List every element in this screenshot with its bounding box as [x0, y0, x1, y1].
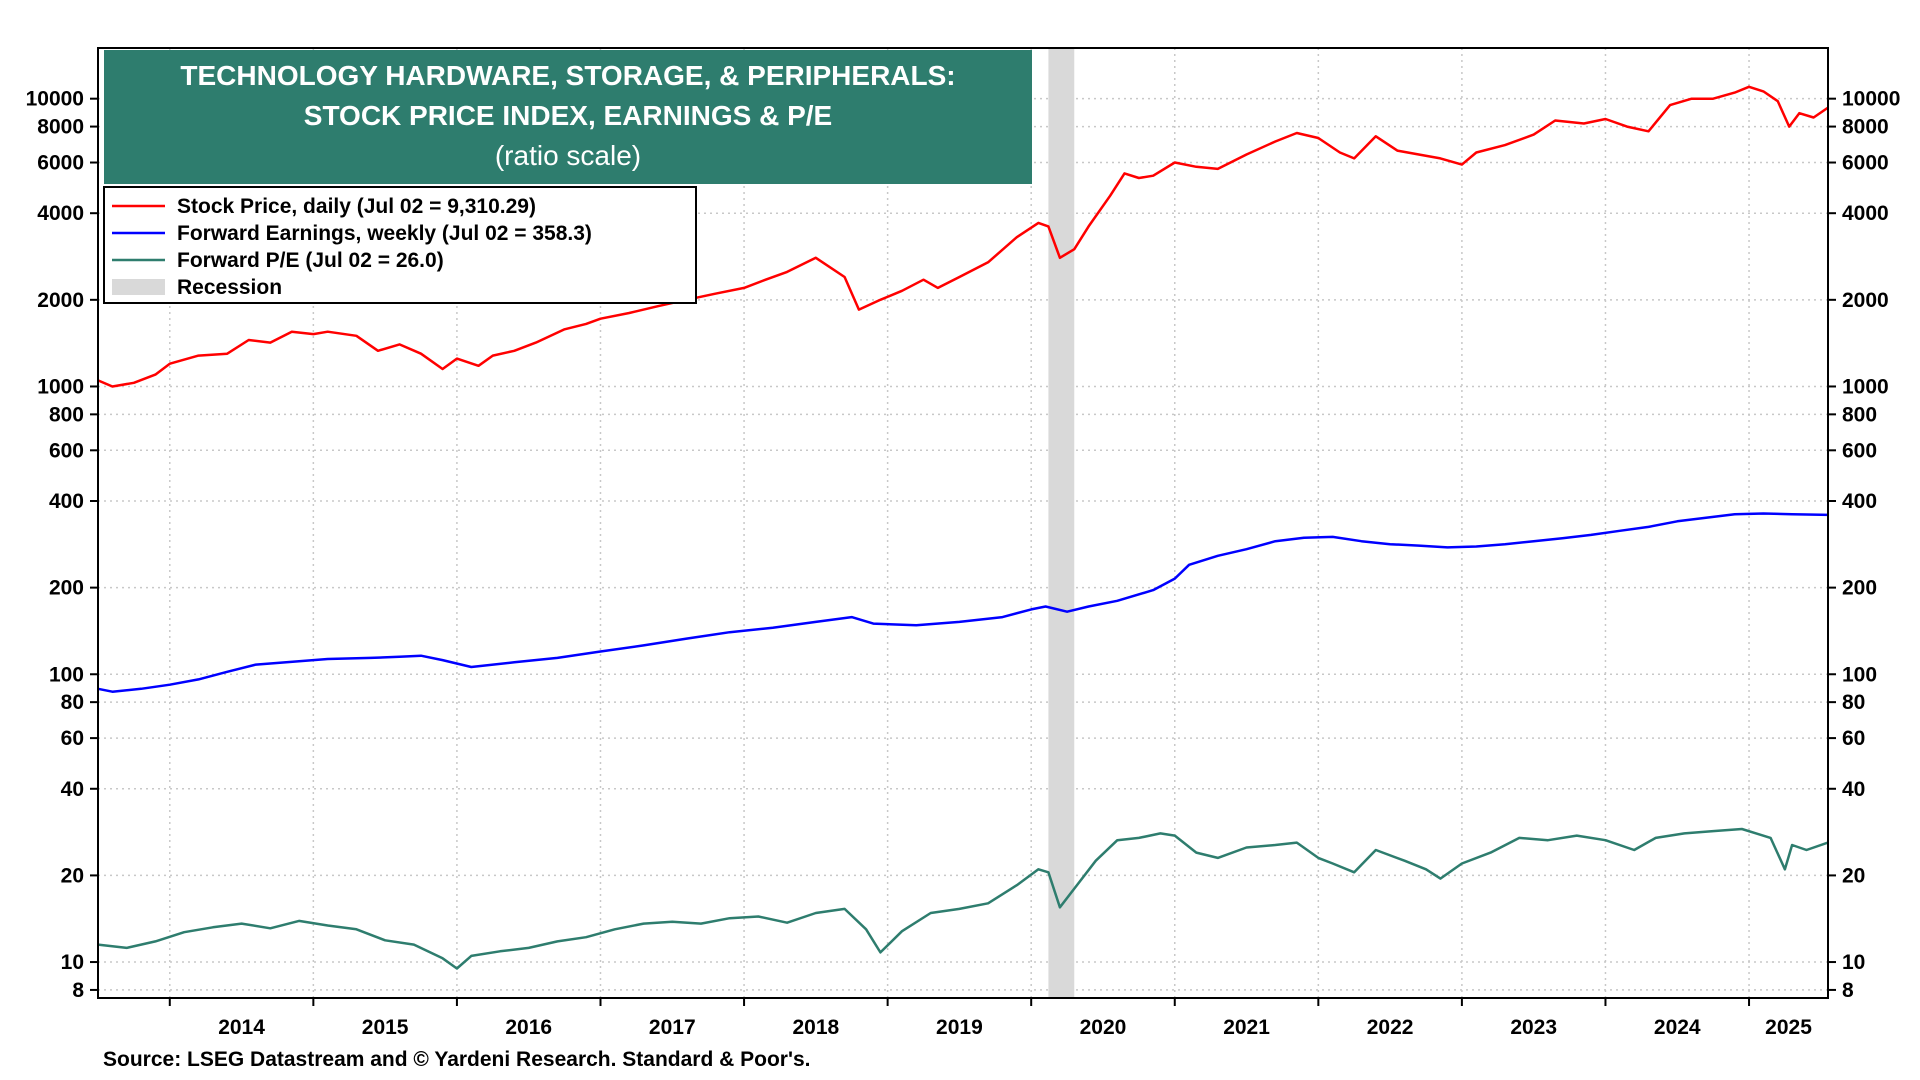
y-tick-label-right: 80 — [1842, 691, 1865, 714]
y-tick-label-right: 200 — [1842, 577, 1877, 600]
x-tick-label: 2014 — [218, 1016, 265, 1039]
y-tick-label-right: 6000 — [1842, 152, 1889, 175]
y-tick-label-left: 200 — [49, 577, 84, 600]
y-tick-label-left: 100 — [49, 663, 84, 686]
y-tick-label-right: 10000 — [1842, 88, 1900, 111]
y-tick-label-right: 10 — [1842, 951, 1865, 974]
chart-title-line-2: STOCK PRICE INDEX, EARNINGS & P/E — [304, 100, 832, 131]
series-line-1 — [97, 85, 1829, 388]
recession-band — [1048, 48, 1075, 998]
y-tick-label-left: 600 — [49, 439, 84, 462]
chart-title-line-3: (ratio scale) — [495, 140, 641, 171]
x-tick-label: 2022 — [1367, 1016, 1414, 1039]
y-tick-label-right: 2000 — [1842, 289, 1889, 312]
y-tick-label-left: 2000 — [37, 289, 84, 312]
y-tick-label-right: 100 — [1842, 663, 1877, 686]
series-line-2 — [97, 512, 1829, 693]
y-tick-label-right: 40 — [1842, 778, 1865, 801]
chart-title-line-1: TECHNOLOGY HARDWARE, STORAGE, & PERIPHER… — [180, 60, 955, 91]
source-note: Source: LSEG Datastream and © Yardeni Re… — [103, 1048, 811, 1071]
y-tick-label-right: 8000 — [1842, 116, 1889, 139]
legend-label: Forward P/E (Jul 02 = 26.0) — [177, 249, 444, 272]
y-tick-label-left: 8000 — [37, 116, 84, 139]
x-tick-label: 2016 — [505, 1016, 552, 1039]
recession-shade — [1048, 48, 1075, 998]
y-tick-label-right: 1000 — [1842, 375, 1889, 398]
y-tick-label-left: 20 — [61, 864, 84, 887]
x-tick-label: 2018 — [792, 1016, 839, 1039]
plot-frame — [97, 47, 1829, 999]
x-tick-label: 2023 — [1510, 1016, 1557, 1039]
legend-label-recession: Recession — [177, 276, 282, 299]
y-tick-label-right: 8 — [1842, 979, 1854, 1002]
x-tick-label: 2017 — [649, 1016, 696, 1039]
y-tick-label-left: 10 — [61, 951, 84, 974]
y-tick-label-left: 80 — [61, 691, 84, 714]
y-tick-label-left: 6000 — [37, 152, 84, 175]
legend: Stock Price, daily (Jul 02 = 9,310.29) Fo… — [103, 186, 697, 304]
y-tick-label-right: 20 — [1842, 864, 1865, 887]
legend-label: Forward Earnings, weekly (Jul 02 = 358.3… — [177, 222, 592, 245]
y-tick-label-left: 800 — [49, 403, 84, 426]
series-line-3 — [97, 827, 1829, 970]
title-box: TECHNOLOGY HARDWARE, STORAGE, & PERIPHER… — [104, 50, 1032, 184]
x-tick-labels: 2014 2015 2016 2017 2018 2019 2020 2021 2022 2023… — [168, 998, 1812, 1039]
x-tick-label: 2024 — [1654, 1016, 1701, 1039]
y-tick-label-right: 800 — [1842, 403, 1877, 426]
gridlines — [98, 48, 1828, 998]
y-tick-labels: 8 8 10 10 20 20 40 40 60 60 80 80 100 100 200 200 400 400… — [26, 88, 1901, 1002]
y-tick-label-left: 1000 — [37, 375, 84, 398]
legend-swatch-recession — [112, 279, 165, 295]
x-tick-label: 2015 — [362, 1016, 409, 1039]
x-tick-label: 2025 — [1765, 1016, 1812, 1039]
y-tick-label-right: 4000 — [1842, 202, 1889, 225]
series-lines — [97, 85, 1829, 970]
y-tick-label-right: 600 — [1842, 439, 1877, 462]
y-tick-label-left: 60 — [61, 727, 84, 750]
y-tick-label-left: 8 — [72, 979, 84, 1002]
y-tick-label-right: 60 — [1842, 727, 1865, 750]
y-tick-label-right: 400 — [1842, 490, 1877, 513]
x-tick-label: 2019 — [936, 1016, 983, 1039]
y-tick-label-left: 40 — [61, 778, 84, 801]
y-tick-label-left: 10000 — [26, 88, 84, 111]
x-tick-label: 2021 — [1223, 1016, 1270, 1039]
y-tick-label-left: 4000 — [37, 202, 84, 225]
legend-label: Stock Price, daily (Jul 02 = 9,310.29) — [177, 195, 536, 218]
x-tick-label: 2020 — [1080, 1016, 1127, 1039]
y-tick-label-left: 400 — [49, 490, 84, 513]
